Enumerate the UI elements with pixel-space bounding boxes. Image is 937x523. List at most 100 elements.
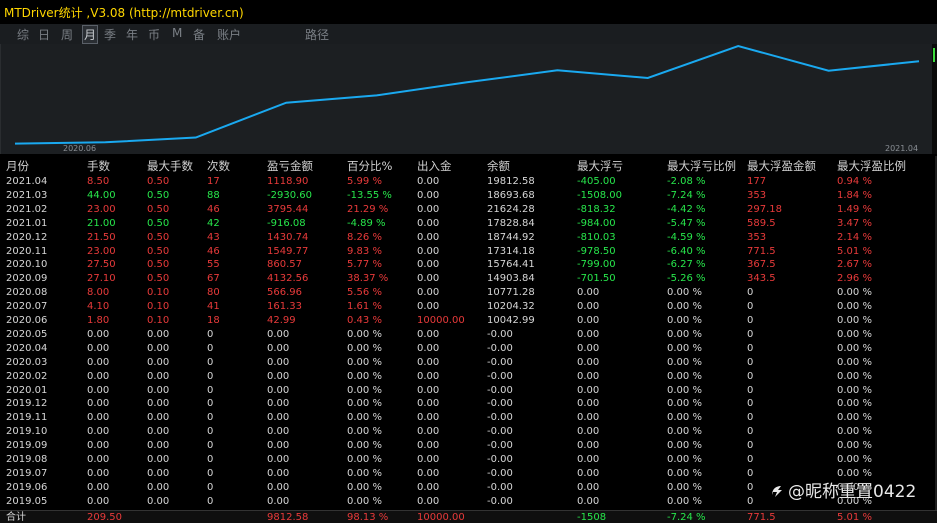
cell-max-lots: 0.00 <box>147 342 170 354</box>
tab-yearly[interactable]: 年 <box>126 28 139 42</box>
table-row[interactable]: 2020.12 21.50 0.50 43 1430.74 8.26 % 0.00 18744… <box>0 231 937 245</box>
table-row[interactable]: 2020.08 8.00 0.10 80 566.96 5.56 % 0.00 10771.2… <box>0 286 937 300</box>
cell-max-float-loss-pct: -5.26 % <box>667 273 706 285</box>
column-header-balance[interactable]: 余额 <box>487 159 510 173</box>
table-row[interactable]: 2019.11 0.00 0.00 0 0.00 0.00 % 0.00 -0.00 0.00 0… <box>0 411 937 425</box>
table-row[interactable]: 2019.05 0.00 0.00 0 0.00 0.00 % 0.00 -0.00 0.00 0… <box>0 495 937 509</box>
cell-trades: 41 <box>207 301 220 313</box>
cell-balance: 18744.92 <box>487 231 535 243</box>
cell-lots: 44.00 <box>87 189 116 201</box>
table-row[interactable]: 2020.04 0.00 0.00 0 0.00 0.00 % 0.00 -0.00 0.00 0… <box>0 342 937 356</box>
cell-max-lots: 0.00 <box>147 495 170 507</box>
table-row[interactable]: 2019.09 0.00 0.00 0 0.00 0.00 % 0.00 -0.00 0.00 0… <box>0 439 937 453</box>
table-row[interactable]: 2020.06 1.80 0.10 18 42.99 0.43 % 10000.00 1004… <box>0 314 937 328</box>
cell-max-float-loss-pct: 0.00 % <box>667 467 702 479</box>
column-header-max-float-profit[interactable]: 最大浮盈金额 <box>747 159 816 173</box>
cell-max-float-loss-pct: -7.24 % <box>667 189 706 201</box>
cell-pct: 0.00 % <box>347 356 382 368</box>
cell-max-float-loss: 0.00 <box>577 287 600 299</box>
cell-balance: -0.00 <box>487 370 513 382</box>
column-header-trades[interactable]: 次数 <box>207 159 230 173</box>
table-row[interactable]: 2019.08 0.00 0.00 0 0.00 0.00 % 0.00 -0.00 0.00 0… <box>0 453 937 467</box>
tab-weekly[interactable]: 周 <box>61 28 74 42</box>
column-header-max-lots[interactable]: 最大手数 <box>147 159 193 173</box>
tab-path[interactable]: 路径 <box>305 28 330 42</box>
cell-balance: -0.00 <box>487 398 513 410</box>
cell-trades: 0 <box>207 384 214 396</box>
cell-pnl: 1430.74 <box>267 231 309 243</box>
tab-m[interactable]: M <box>172 26 183 40</box>
cell-month: 2021.02 <box>6 203 48 215</box>
tab-daily[interactable]: 日 <box>38 28 51 42</box>
cell-max-float-loss: -984.00 <box>577 217 616 229</box>
table-row[interactable]: 2019.10 0.00 0.00 0 0.00 0.00 % 0.00 -0.00 0.00 0… <box>0 425 937 439</box>
cell-max-float-profit-pct: 2.14 % <box>837 231 872 243</box>
cell-max-float-loss: 0.00 <box>577 454 600 465</box>
table-row[interactable]: 2020.01 0.00 0.00 0 0.00 0.00 % 0.00 -0.00 0.00 0… <box>0 384 937 398</box>
table-row[interactable]: 2020.03 0.00 0.00 0 0.00 0.00 % 0.00 -0.00 0.00 0… <box>0 356 937 370</box>
cell-max-float-profit-pct: 5.01 % <box>837 245 872 257</box>
cell-month: 2020.12 <box>6 231 48 243</box>
table-row[interactable]: 2021.04 8.50 0.50 17 1118.90 5.99 % 0.00 19812.… <box>0 175 937 189</box>
cell-lots: 0.00 <box>87 398 110 410</box>
cell-balance: -0.00 <box>487 440 513 452</box>
tab-monthly[interactable]: 月 <box>82 25 99 44</box>
cell-deposit: 0.00 <box>417 217 440 229</box>
cell-max-float-loss-pct: -4.42 % <box>667 203 706 215</box>
table-row[interactable]: 2021.03 44.00 0.50 88 -2930.60 -13.55 % 0.00 18… <box>0 189 937 203</box>
table-scrollbar[interactable] <box>935 156 937 510</box>
table-row[interactable]: 2020.10 27.50 0.50 55 860.57 5.77 % 0.00 15764.… <box>0 258 937 272</box>
column-header-max-float-profit-pct[interactable]: 最大浮盈比例 <box>837 159 906 173</box>
cell-pct: 0.00 % <box>347 328 382 340</box>
table-row[interactable]: 2020.02 0.00 0.00 0 0.00 0.00 % 0.00 -0.00 0.00 0… <box>0 370 937 384</box>
cell-max-float-profit-pct: 0.00 % <box>837 426 872 438</box>
column-header-pct[interactable]: 百分比% <box>347 159 393 173</box>
table-row[interactable]: 2020.09 27.10 0.50 67 4132.56 38.37 % 0.00 1490… <box>0 272 937 286</box>
cell-pnl: 0.00 <box>267 384 290 396</box>
table-row[interactable]: 2020.07 4.10 0.10 41 161.33 1.61 % 0.00 10204.3… <box>0 300 937 314</box>
cell-max-float-profit: 0 <box>747 328 754 340</box>
total-max-float-profit-pct: 5.01 % <box>837 512 872 523</box>
cell-pct: -4.89 % <box>347 217 386 229</box>
table-row[interactable]: 2021.02 23.00 0.50 46 3795.44 21.29 % 0.00 2162… <box>0 203 937 217</box>
cell-trades: 0 <box>207 495 214 507</box>
cell-balance: 10204.32 <box>487 301 535 313</box>
table-row[interactable]: 2021.01 21.00 0.50 42 -916.08 -4.89 % 0.00 1782… <box>0 217 937 231</box>
cell-max-float-profit: 0 <box>747 426 754 438</box>
column-header-pnl[interactable]: 盈亏金额 <box>267 159 313 173</box>
cell-max-float-profit: 0 <box>747 412 754 424</box>
cell-deposit: 0.00 <box>417 301 440 313</box>
column-header-lots[interactable]: 手数 <box>87 159 110 173</box>
cell-max-float-loss: 0.00 <box>577 481 600 493</box>
cell-lots: 1.80 <box>87 315 110 326</box>
cell-max-float-loss-pct: -2.08 % <box>667 176 706 187</box>
column-header-month[interactable]: 月份 <box>6 159 29 173</box>
cell-pct: 0.00 % <box>347 342 382 354</box>
table-row[interactable]: 2019.06 0.00 0.00 0 0.00 0.00 % 0.00 -0.00 0.00 0… <box>0 481 937 495</box>
column-header-max-float-loss[interactable]: 最大浮亏 <box>577 159 623 173</box>
cell-max-float-loss: 0.00 <box>577 467 600 479</box>
x-axis-label-end: 2021.04 <box>885 144 919 153</box>
cell-pct: 0.00 % <box>347 384 382 396</box>
cell-pnl: 1118.90 <box>267 176 309 187</box>
tab-currency[interactable]: 币 <box>148 28 161 42</box>
cell-pct: 0.00 % <box>347 412 382 424</box>
column-header-max-float-loss-pct[interactable]: 最大浮亏比例 <box>667 159 736 173</box>
cell-max-float-loss-pct: 0.00 % <box>667 440 702 452</box>
table-row[interactable]: 2019.12 0.00 0.00 0 0.00 0.00 % 0.00 -0.00 0.00 0… <box>0 397 937 411</box>
cell-deposit: 0.00 <box>417 328 440 340</box>
tab-account[interactable]: 账户 <box>217 28 242 42</box>
table-row[interactable]: 2020.05 0.00 0.00 0 0.00 0.00 % 0.00 -0.00 0.00 0… <box>0 328 937 342</box>
tab-quarterly[interactable]: 季 <box>104 28 117 42</box>
tab-notes[interactable]: 备 <box>193 28 206 42</box>
column-header-deposit[interactable]: 出入金 <box>417 159 452 173</box>
cell-trades: 0 <box>207 467 214 479</box>
cell-deposit: 0.00 <box>417 176 440 187</box>
cell-pnl: 0.00 <box>267 398 290 410</box>
totals-label: 合计 <box>6 512 26 523</box>
tab-summary[interactable]: 综 <box>17 28 30 42</box>
table-row[interactable]: 2020.11 23.00 0.50 46 1549.77 9.83 % 0.00 17314… <box>0 245 937 259</box>
cell-max-float-profit-pct: 1.84 % <box>837 189 872 201</box>
table-row[interactable]: 2019.07 0.00 0.00 0 0.00 0.00 % 0.00 -0.00 0.00 0… <box>0 467 937 481</box>
cell-max-float-loss-pct: 0.00 % <box>667 370 702 382</box>
